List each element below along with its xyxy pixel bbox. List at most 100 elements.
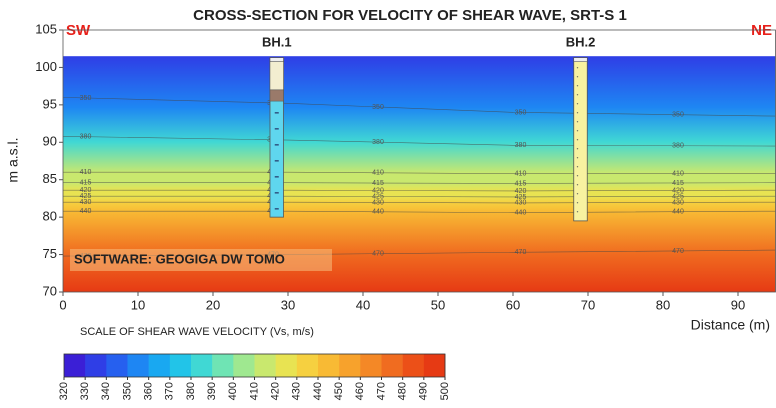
- borehole-dot: [576, 156, 579, 159]
- chart-title: CROSS-SECTION FOR VELOCITY OF SHEAR WAVE…: [193, 7, 627, 24]
- contour-label: 415: [372, 180, 384, 187]
- borehole-dot: [576, 210, 579, 213]
- contour-label: 440: [672, 209, 684, 216]
- colorbar-swatch: [296, 354, 319, 377]
- borehole-dot: [576, 84, 579, 87]
- contour-label: 430: [80, 199, 92, 206]
- colorbar-swatch: [318, 354, 340, 377]
- borehole-dot: [576, 102, 579, 105]
- borehole-layer: [269, 89, 284, 102]
- colorbar-swatch: [275, 354, 298, 377]
- contour-label: 350: [372, 104, 384, 111]
- contour-label: 430: [515, 200, 527, 207]
- contour-label: 470: [515, 249, 527, 256]
- borehole-layer: [269, 61, 284, 91]
- colorbar-tick-label: 400: [227, 382, 239, 400]
- y-tick-label: 75: [43, 246, 57, 261]
- colorbar-tick-label: 340: [100, 382, 112, 400]
- borehole: [573, 57, 588, 222]
- y-tick-label: 100: [35, 59, 57, 74]
- x-tick-label: 40: [356, 297, 370, 312]
- contour-label: 410: [672, 171, 684, 178]
- colorbar-swatch: [191, 354, 213, 377]
- colorbar-tick-label: 390: [206, 382, 218, 400]
- y-tick-label: 95: [43, 96, 57, 111]
- contour-label: 425: [672, 193, 684, 200]
- borehole-dot: [576, 75, 579, 78]
- contour-label: 350: [515, 109, 527, 116]
- colorbar-swatch: [233, 354, 255, 377]
- contour-line: [62, 135, 776, 147]
- colorbar-tick-label: 380: [185, 382, 197, 400]
- colorbar-tick-label: 410: [248, 382, 260, 400]
- borehole-dot: [576, 192, 579, 195]
- contour-line: [63, 171, 776, 175]
- borehole-dot: [576, 174, 579, 177]
- x-tick-label: 30: [281, 297, 295, 312]
- contour-label: 380: [672, 143, 684, 150]
- contour-label: 410: [515, 171, 527, 178]
- colorbar-swatch: [85, 354, 107, 377]
- contour-label: 440: [80, 208, 92, 215]
- borehole-dot: [576, 66, 579, 69]
- borehole-dot: [576, 147, 579, 150]
- colorbar-tick-label: 500: [439, 382, 451, 400]
- colorbar-tick-label: 430: [291, 382, 303, 400]
- contour-line: [63, 189, 776, 192]
- x-tick-label: 20: [206, 297, 220, 312]
- colorbar-swatch: [148, 354, 171, 377]
- colorbar-swatch: [64, 354, 86, 377]
- colorbar-swatch: [402, 354, 425, 377]
- x-axis-label: Distance (m): [691, 317, 770, 333]
- x-tick-label: 70: [581, 297, 595, 312]
- contour-label: 350: [80, 95, 92, 102]
- contour-label: 380: [80, 134, 92, 141]
- x-tick-label: 60: [506, 297, 520, 312]
- contour-label: 430: [372, 199, 384, 206]
- borehole-cap: [269, 57, 284, 62]
- borehole-dot: [576, 165, 579, 168]
- contour-label: 420: [515, 188, 527, 195]
- contour-line: [63, 195, 776, 198]
- contour-label: 350: [672, 112, 684, 119]
- y-tick-label: 70: [43, 283, 57, 298]
- colorbar-tick-label: 350: [121, 382, 133, 400]
- contour-label: 440: [515, 209, 527, 216]
- contour-label: 425: [515, 194, 527, 201]
- y-tick-label: 90: [43, 134, 57, 149]
- contour-label: 420: [80, 187, 92, 194]
- borehole-dot: [576, 138, 579, 141]
- x-tick-label: 50: [431, 297, 445, 312]
- contour-line: [63, 182, 776, 184]
- contour-label: 410: [372, 170, 384, 177]
- y-tick-label: 85: [43, 171, 57, 186]
- contour-label: 415: [80, 180, 92, 187]
- colorbar-tick-label: 360: [143, 382, 155, 400]
- colorbar-swatch: [360, 354, 382, 377]
- contour-line: [63, 201, 776, 204]
- contour-label: 420: [372, 187, 384, 194]
- colorbar-tick-label: 330: [79, 382, 91, 400]
- x-tick-label: 80: [656, 297, 670, 312]
- y-tick-label: 80: [43, 209, 57, 224]
- borehole-dot: [576, 129, 579, 132]
- contour-label: 430: [672, 199, 684, 206]
- borehole-label: BH.1: [262, 34, 292, 49]
- annotation: SOFTWARE: GEOGIGA DW TOMO: [74, 251, 285, 266]
- colorbar-tick-label: 370: [164, 382, 176, 400]
- contour-label: 420: [672, 187, 684, 194]
- borehole-dot: [576, 201, 579, 204]
- colorbar-swatch: [169, 354, 192, 377]
- colorbar-tick-label: 480: [397, 382, 409, 400]
- x-tick-label: 0: [59, 297, 66, 312]
- y-tick-label: 105: [35, 21, 57, 36]
- contour-label: 470: [372, 251, 384, 258]
- y-axis-label: m a.s.l.: [5, 137, 21, 182]
- contour-label: 380: [515, 142, 527, 149]
- contour-line: [63, 210, 776, 213]
- contour-label: 425: [80, 193, 92, 200]
- colorbar-tick-label: 450: [333, 382, 345, 400]
- colorbar-tick-label: 490: [418, 382, 430, 400]
- colorbar-swatch: [423, 354, 446, 377]
